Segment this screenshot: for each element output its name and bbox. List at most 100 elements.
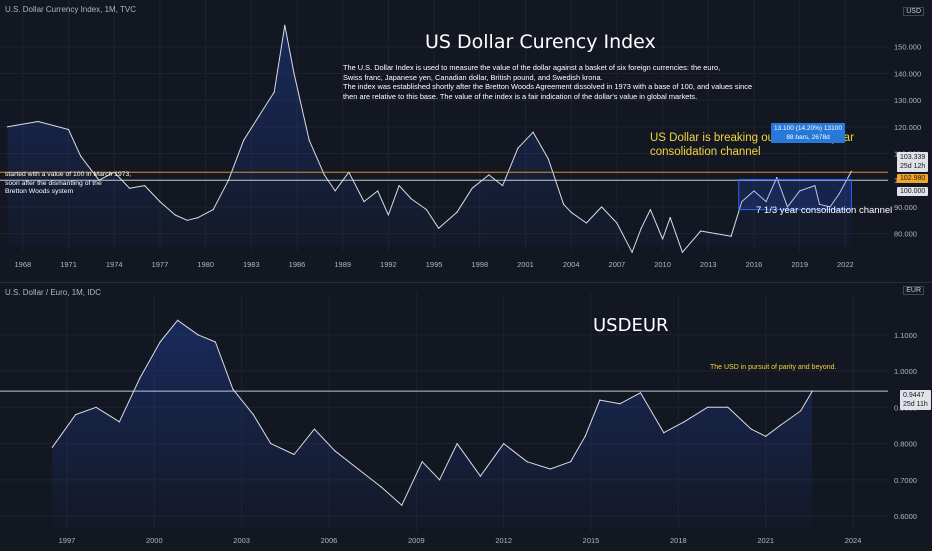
data-point xyxy=(308,139,310,141)
data-point xyxy=(323,174,326,176)
data-point xyxy=(776,176,778,179)
x-tick-label: 2001 xyxy=(517,260,534,269)
data-point xyxy=(661,238,664,240)
data-point xyxy=(639,392,642,394)
dxy-chart[interactable]: 150.000140.000130.000120.000110.000100.0… xyxy=(0,0,932,282)
data-point xyxy=(67,128,70,131)
data-point xyxy=(387,214,390,216)
data-point xyxy=(75,413,77,416)
x-tick-label: 1971 xyxy=(60,260,77,269)
base-level-tag: 100.000 xyxy=(897,187,929,196)
data-point xyxy=(502,184,504,187)
data-point xyxy=(829,206,831,208)
data-point xyxy=(799,190,801,192)
data-point xyxy=(232,388,234,390)
dxy-header: U.S. Dollar Currency Index, 1M, TVC xyxy=(5,5,137,14)
usdeur-currency-label[interactable]: EUR xyxy=(903,286,924,295)
data-point xyxy=(270,442,272,445)
description-line: The index was established shortly after … xyxy=(343,82,753,92)
data-point xyxy=(532,131,534,133)
data-point xyxy=(398,184,400,187)
data-point xyxy=(313,428,316,430)
data-point xyxy=(197,334,199,336)
data-point xyxy=(159,341,161,343)
description-line: then are relative to this base. The valu… xyxy=(343,91,698,101)
usdeur-chart[interactable]: 1.10001.00000.90000.80000.70000.60001997… xyxy=(0,283,932,551)
x-tick-label: 2006 xyxy=(321,536,338,545)
data-point xyxy=(95,406,97,408)
x-tick-label: 1989 xyxy=(334,260,351,269)
data-point xyxy=(741,201,743,203)
x-tick-label: 1977 xyxy=(152,260,169,269)
x-tick-label: 2013 xyxy=(700,260,717,269)
data-point xyxy=(139,377,141,379)
description-line: The U.S. Dollar Index is used to measure… xyxy=(343,63,721,72)
data-point xyxy=(438,227,440,229)
data-point xyxy=(471,187,473,189)
data-point xyxy=(850,170,853,172)
data-point xyxy=(616,222,618,224)
channel-note: 7 1/3 year consolidation channel xyxy=(756,205,893,216)
data-point xyxy=(377,190,379,192)
data-point xyxy=(293,72,295,75)
data-point xyxy=(421,461,423,463)
data-point xyxy=(706,406,709,408)
data-point xyxy=(715,233,717,235)
data-point xyxy=(425,209,428,211)
data-point xyxy=(800,410,802,412)
note-line: started with a value of 100 in March 197… xyxy=(5,171,132,178)
y-tick-label: 80.000 xyxy=(894,230,917,239)
series-area-fill xyxy=(52,320,813,527)
data-point xyxy=(765,435,767,437)
data-point xyxy=(51,446,54,448)
data-point xyxy=(631,251,633,253)
x-tick-label: 1974 xyxy=(106,260,123,269)
data-point xyxy=(252,413,254,416)
data-point xyxy=(663,432,665,434)
data-point xyxy=(197,217,199,219)
data-point xyxy=(144,184,146,187)
y-tick-label: 150.000 xyxy=(894,43,921,52)
data-point xyxy=(547,158,549,160)
data-point xyxy=(410,198,412,200)
data-point xyxy=(727,406,729,408)
x-tick-label: 2015 xyxy=(583,536,600,545)
x-tick-label: 2009 xyxy=(408,536,425,545)
y-tick-label: 0.8000 xyxy=(894,440,917,449)
y-tick-label: 90.000 xyxy=(894,203,917,212)
dxy-currency-label[interactable]: USD xyxy=(903,7,924,16)
data-point xyxy=(669,217,671,219)
data-point xyxy=(750,428,752,430)
y-tick-label: 0.7000 xyxy=(894,476,917,485)
measure-box[interactable]: 13.100 (14.20%) 13100 88 bars, 2678d xyxy=(771,123,845,143)
data-point xyxy=(779,424,781,427)
usdeur-header: U.S. Dollar / Euro, 1M, IDC xyxy=(5,288,102,297)
data-point xyxy=(37,120,39,123)
data-point xyxy=(273,91,275,93)
data-point xyxy=(814,184,816,187)
data-point xyxy=(619,403,621,405)
data-point xyxy=(118,421,120,423)
data-point xyxy=(258,115,260,117)
y-tick-label: 1.0000 xyxy=(894,367,917,376)
y-tick-label: 120.000 xyxy=(894,123,921,132)
dxy-chart-pane[interactable]: 150.000140.000130.000120.000110.000100.0… xyxy=(0,0,932,282)
data-point xyxy=(214,341,217,343)
orange-level-tag: 102.980 xyxy=(897,174,929,183)
data-point xyxy=(584,435,586,437)
data-point xyxy=(363,201,365,203)
usdeur-chart-pane[interactable]: 1.10001.00000.90000.80000.70000.60001997… xyxy=(0,282,932,551)
x-tick-label: 1995 xyxy=(426,260,443,269)
data-point xyxy=(570,211,572,213)
x-tick-label: 2004 xyxy=(563,260,580,269)
note-line: Bretton Woods system xyxy=(5,188,74,196)
usdeur-last-price-tag: 0.9447 25d 11h xyxy=(900,390,931,410)
dxy-title: US Dollar Curency Index xyxy=(425,31,656,53)
x-tick-label: 1998 xyxy=(471,260,488,269)
data-point xyxy=(488,174,490,176)
data-point xyxy=(439,479,441,481)
data-point xyxy=(186,219,188,221)
data-point xyxy=(243,139,245,141)
data-point xyxy=(177,319,179,321)
description-line: Swiss franc, Japanese yen, Canadian doll… xyxy=(343,72,603,82)
